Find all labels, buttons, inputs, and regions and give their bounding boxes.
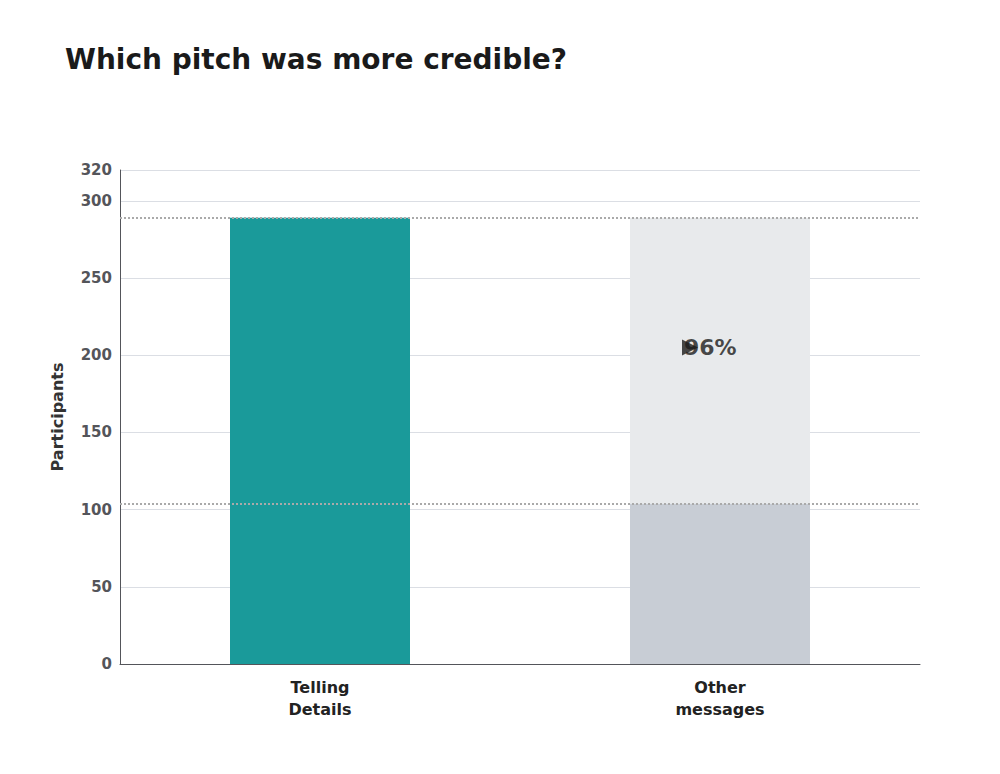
- svg-text:Participants: Participants: [48, 363, 67, 472]
- svg-text:300: 300: [81, 192, 112, 210]
- svg-text:320: 320: [81, 161, 112, 179]
- svg-text:0: 0: [102, 655, 112, 673]
- svg-text:250: 250: [81, 269, 112, 287]
- svg-text:96%: 96%: [684, 335, 737, 360]
- svg-text:messages: messages: [675, 700, 764, 719]
- svg-text:100: 100: [81, 501, 112, 519]
- svg-text:Other: Other: [694, 678, 745, 697]
- svg-text:Telling: Telling: [291, 678, 350, 697]
- svg-text:Details: Details: [288, 700, 351, 719]
- svg-text:50: 50: [91, 578, 112, 596]
- svg-text:Which pitch was more credible?: Which pitch was more credible?: [65, 43, 567, 76]
- svg-text:150: 150: [81, 423, 112, 441]
- svg-text:200: 200: [81, 346, 112, 364]
